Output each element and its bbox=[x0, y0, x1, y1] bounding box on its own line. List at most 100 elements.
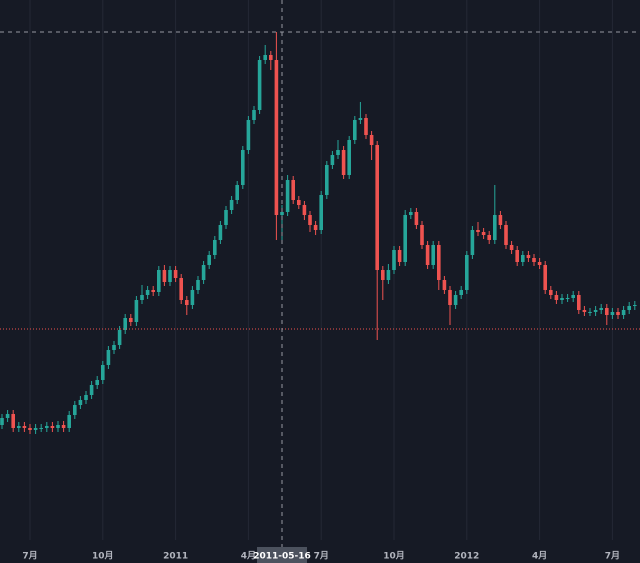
candle-body bbox=[554, 295, 559, 300]
candle-body bbox=[269, 55, 273, 60]
candle-body bbox=[397, 250, 402, 262]
candle-body bbox=[17, 426, 21, 428]
candle-body bbox=[381, 270, 385, 280]
candle-body bbox=[235, 185, 239, 200]
candle-body bbox=[605, 308, 609, 315]
candle-body bbox=[173, 270, 178, 278]
candle-body bbox=[257, 60, 262, 110]
candle-body bbox=[498, 215, 503, 225]
candle-body bbox=[420, 225, 424, 245]
candle-body bbox=[431, 245, 435, 265]
candle-body bbox=[263, 55, 267, 60]
candle-body bbox=[481, 232, 486, 235]
candle-body bbox=[241, 150, 245, 185]
candle-body bbox=[571, 295, 575, 298]
candle-body bbox=[246, 120, 251, 150]
candle-body bbox=[101, 365, 105, 380]
candle-body bbox=[308, 215, 312, 225]
candle-body bbox=[319, 195, 323, 230]
candle-body bbox=[213, 240, 217, 255]
candle-body bbox=[145, 290, 150, 295]
candle-body bbox=[560, 298, 564, 300]
candle-body bbox=[476, 230, 480, 232]
candle-body bbox=[106, 350, 111, 365]
x-tick-label: 7月 bbox=[22, 551, 37, 562]
candle-body bbox=[313, 225, 318, 230]
candle-body bbox=[162, 270, 167, 282]
crosshair-label-box bbox=[257, 547, 307, 563]
candle-body bbox=[179, 278, 183, 300]
candle-body bbox=[89, 385, 94, 395]
candle-body bbox=[274, 60, 279, 215]
candle-body bbox=[50, 426, 55, 428]
candle-body bbox=[521, 255, 525, 262]
candle-body bbox=[465, 255, 469, 290]
candle-body bbox=[61, 425, 66, 428]
candle-body bbox=[633, 305, 637, 306]
candle-body bbox=[341, 150, 346, 175]
candle-body bbox=[509, 245, 514, 250]
candle-body bbox=[532, 258, 536, 262]
x-tick-label: 10月 bbox=[383, 551, 405, 562]
candle-body bbox=[218, 225, 223, 240]
candle-body bbox=[11, 414, 15, 428]
candle-body bbox=[168, 270, 172, 282]
candle-body bbox=[621, 310, 626, 315]
candle-body bbox=[67, 415, 71, 428]
candle-body bbox=[403, 215, 407, 262]
candle-body bbox=[358, 118, 363, 120]
candle-body bbox=[442, 280, 447, 290]
candle-body bbox=[565, 298, 570, 299]
candle-body bbox=[375, 145, 379, 270]
candle-body bbox=[129, 318, 133, 322]
candle-body bbox=[112, 345, 116, 350]
candle-body bbox=[207, 255, 211, 265]
candle-body bbox=[78, 400, 83, 405]
candle-body bbox=[470, 230, 475, 255]
x-tick-label: 2011 bbox=[163, 552, 188, 562]
candle-body bbox=[325, 165, 329, 195]
candle-body bbox=[459, 290, 463, 295]
candle-body bbox=[291, 180, 295, 200]
candle-body bbox=[22, 426, 27, 428]
candle-body bbox=[577, 295, 581, 310]
candle-body bbox=[364, 118, 368, 135]
candle-body bbox=[392, 250, 396, 270]
candle-body bbox=[280, 212, 284, 215]
candle-body bbox=[582, 310, 587, 312]
candle-body bbox=[39, 428, 43, 429]
candle-body bbox=[599, 308, 603, 310]
candle-body bbox=[229, 200, 234, 210]
candle-body bbox=[487, 235, 491, 240]
candle-body bbox=[610, 312, 615, 315]
candle-body bbox=[409, 212, 413, 215]
candle-body bbox=[190, 290, 195, 305]
candle-body bbox=[56, 425, 60, 428]
candle-body bbox=[330, 155, 335, 165]
candle-body bbox=[448, 290, 452, 305]
candle-body bbox=[537, 262, 542, 265]
candle-body bbox=[386, 270, 391, 280]
x-tick-label: 7月 bbox=[605, 551, 620, 562]
x-tick-label: 4月 bbox=[532, 551, 547, 562]
candle-body bbox=[627, 306, 631, 310]
crosshair-label: 2011-05-16 bbox=[253, 552, 311, 562]
x-tick-label: 2012 bbox=[454, 552, 479, 562]
candle-body bbox=[515, 250, 519, 262]
candle-body bbox=[347, 140, 351, 175]
candle-body bbox=[252, 110, 256, 120]
candle-body bbox=[45, 426, 49, 428]
candle-body bbox=[134, 300, 139, 322]
candle-body bbox=[302, 205, 307, 215]
candle-body bbox=[616, 312, 620, 315]
candle-body bbox=[95, 380, 99, 385]
candle-body bbox=[588, 312, 592, 313]
candle-body bbox=[493, 215, 497, 240]
x-tick-label: 7月 bbox=[314, 551, 329, 562]
candle-body bbox=[201, 265, 206, 280]
candle-body bbox=[117, 330, 122, 345]
candle-body bbox=[593, 310, 598, 312]
candle-body bbox=[285, 180, 290, 212]
